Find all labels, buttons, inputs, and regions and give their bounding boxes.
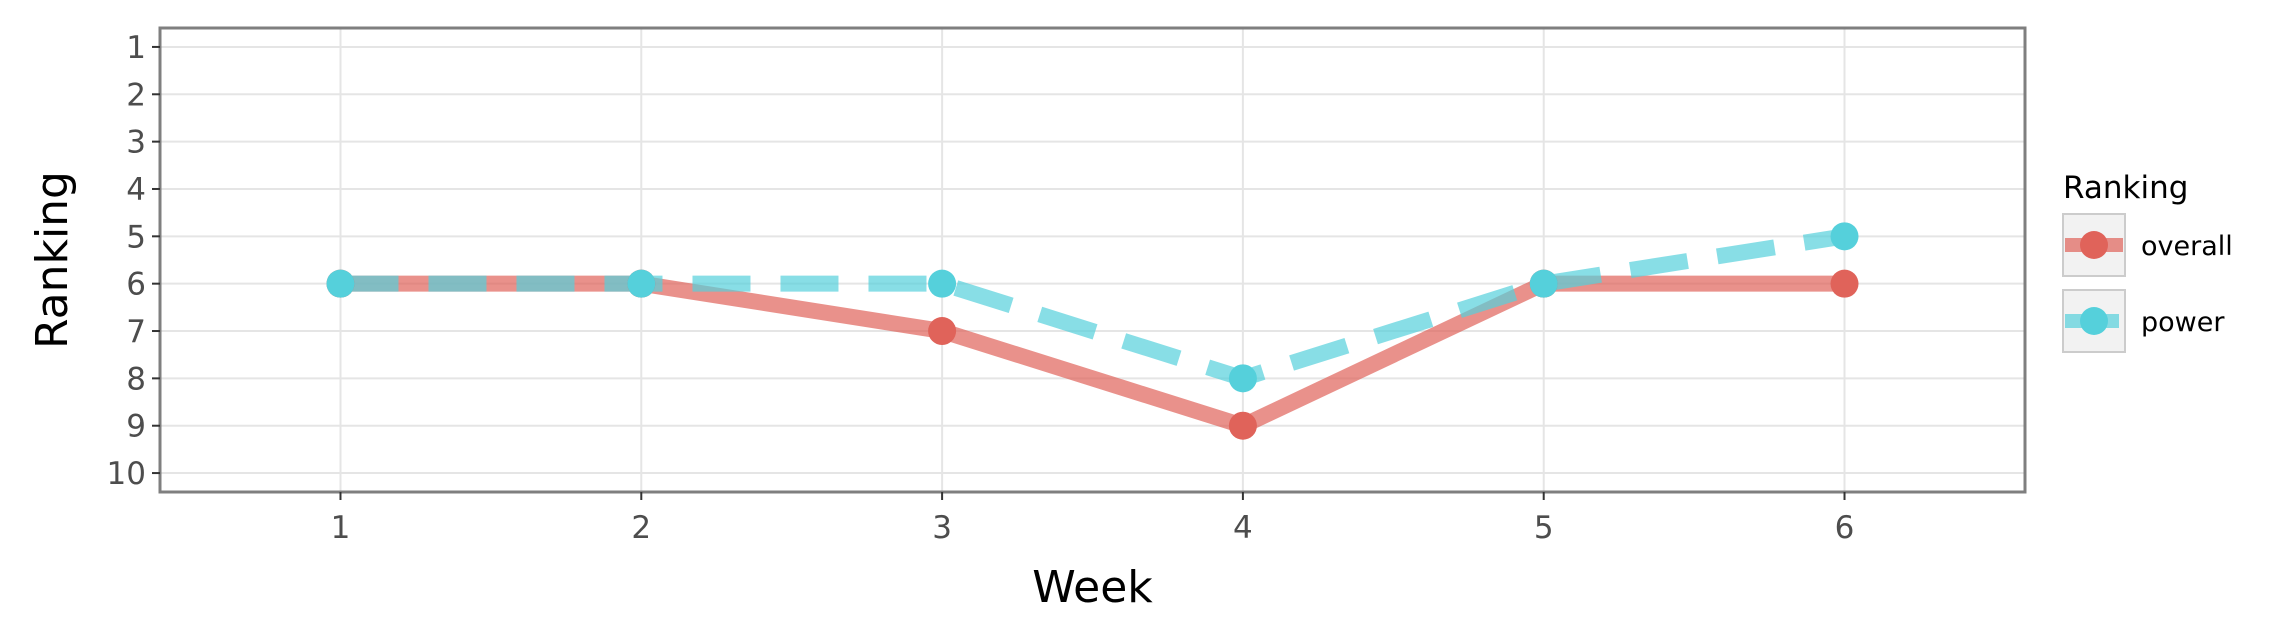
data-point-overall — [1830, 269, 1859, 298]
legend-key-point — [2080, 231, 2108, 259]
y-tick-label: 8 — [126, 361, 146, 397]
y-tick-label: 10 — [107, 456, 146, 492]
data-point-overall — [928, 317, 957, 346]
y-tick-label: 7 — [126, 314, 146, 350]
data-point-power — [627, 269, 656, 298]
y-tick-label: 5 — [126, 219, 146, 255]
x-tick-label: 6 — [1835, 510, 1855, 546]
y-tick-label: 4 — [126, 172, 146, 208]
data-point-power — [326, 269, 355, 298]
data-point-power — [928, 269, 957, 298]
x-axis-title: Week — [1032, 562, 1153, 613]
y-tick-label: 6 — [126, 267, 146, 303]
y-tick-label: 1 — [126, 30, 146, 66]
x-tick-label: 1 — [331, 510, 351, 546]
legend-label-overall: overall — [2141, 231, 2233, 262]
y-tick-label: 3 — [126, 125, 146, 161]
legend-label-power: power — [2141, 307, 2225, 338]
data-point-overall — [1228, 411, 1257, 440]
legend-key-point — [2080, 307, 2108, 335]
x-tick-label: 4 — [1233, 510, 1253, 546]
series-layer — [326, 222, 1859, 440]
series-line-power — [340, 228, 1846, 387]
y-tick-label: 9 — [126, 409, 146, 445]
data-point-power — [1529, 269, 1558, 298]
series-line-overall — [340, 275, 1845, 434]
data-point-power — [1228, 364, 1257, 393]
x-tick-label: 2 — [631, 510, 651, 546]
x-tick-label: 5 — [1534, 510, 1554, 546]
axis-ticks: 1 2 3 4 5 6 1 2 3 4 5 6 7 8 9 10 — [107, 30, 1855, 546]
x-tick-label: 3 — [932, 510, 952, 546]
y-tick-label: 2 — [126, 77, 146, 113]
legend-title: Ranking — [2063, 170, 2188, 206]
y-axis-title: Ranking — [27, 171, 78, 349]
data-point-power — [1830, 222, 1859, 251]
plot-panel-border — [158, 26, 2027, 494]
legend-items: overall power — [2062, 213, 2233, 353]
legend: Ranking overall power — [2062, 170, 2233, 353]
